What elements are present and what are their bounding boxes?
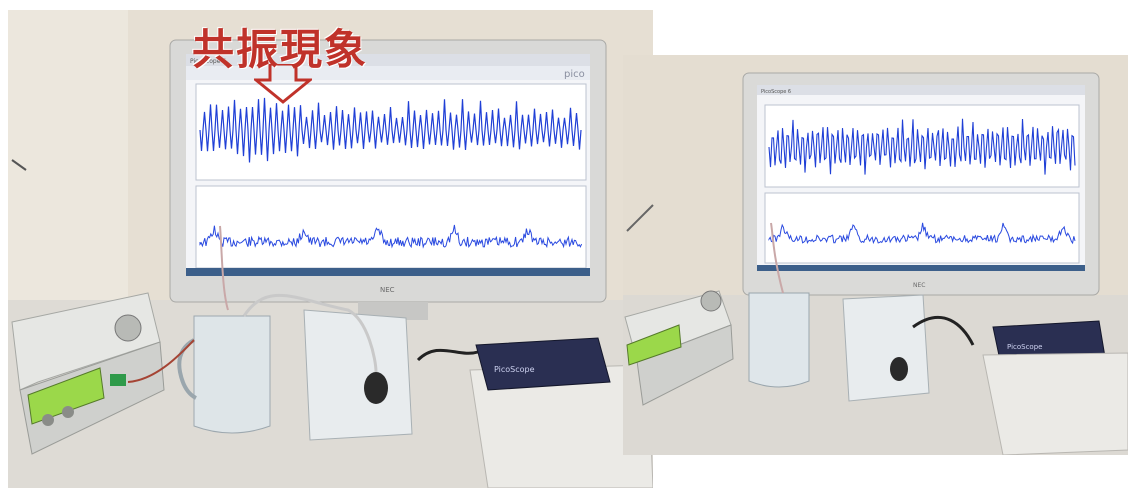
- picoscope-device: [475, 337, 611, 391]
- waveform-bottom: [768, 222, 1076, 245]
- screen-titlebar: [757, 85, 1085, 95]
- cable-white: [242, 293, 378, 373]
- screen-taskbar: [757, 265, 1085, 271]
- cable-red: [219, 225, 229, 311]
- glass-mug: [193, 315, 271, 434]
- generator-bnc-2: [62, 406, 74, 418]
- wall-left-light: [8, 10, 128, 310]
- function-generator-front: [636, 324, 734, 406]
- cable-black: [416, 348, 479, 362]
- generator-lcd: [626, 324, 682, 366]
- resonance-title: 共振現象: [192, 25, 369, 74]
- speaker-in-box: [364, 372, 388, 404]
- monitor-brand: NEC: [380, 286, 395, 294]
- screen-toolbar: [186, 66, 590, 80]
- wall-hook: [626, 204, 654, 232]
- scope-pane-bottom: [195, 185, 587, 269]
- screen-title-text: PicoScope 6: [761, 89, 791, 95]
- picoscope-label: PicoScope: [494, 365, 535, 374]
- waveform-top: [768, 118, 1076, 175]
- generator-bnc-1: [42, 414, 54, 426]
- screen-logo: pico: [564, 69, 585, 80]
- picoscope-label: PicoScope: [1007, 343, 1042, 351]
- waveform-bottom: [199, 224, 583, 249]
- screen-title-text: PicoScope 6: [190, 58, 226, 65]
- cable-generator: [127, 339, 195, 383]
- glass-mug: [748, 292, 810, 388]
- speaker-in-box: [890, 357, 908, 381]
- glass-box: [303, 309, 413, 441]
- generator-lcd: [27, 367, 105, 425]
- generator-knob: [700, 290, 722, 312]
- arrow-down-icon: [254, 64, 312, 104]
- left-photo: PicoScope 6 pico NEC: [8, 10, 653, 488]
- right-photo: PicoScope 6 NEC PicoScope: [623, 55, 1128, 455]
- generator-terminal: [110, 374, 126, 386]
- right-photo-scene: PicoScope 6 NEC PicoScope: [623, 55, 1128, 455]
- cable-red: [770, 222, 784, 294]
- generator-knob: [114, 314, 142, 342]
- mouse-pad: [982, 352, 1128, 455]
- screen-taskbar: [186, 268, 590, 276]
- left-photo-scene: PicoScope 6 pico NEC: [8, 10, 653, 488]
- waveform-top: [199, 97, 582, 163]
- glass-box: [842, 294, 930, 402]
- cable-black: [912, 315, 975, 346]
- monitor-brand: NEC: [913, 282, 925, 289]
- screen-titlebar: [186, 54, 590, 66]
- wall-hook: [11, 159, 27, 171]
- glass-mug-handle: [177, 338, 198, 400]
